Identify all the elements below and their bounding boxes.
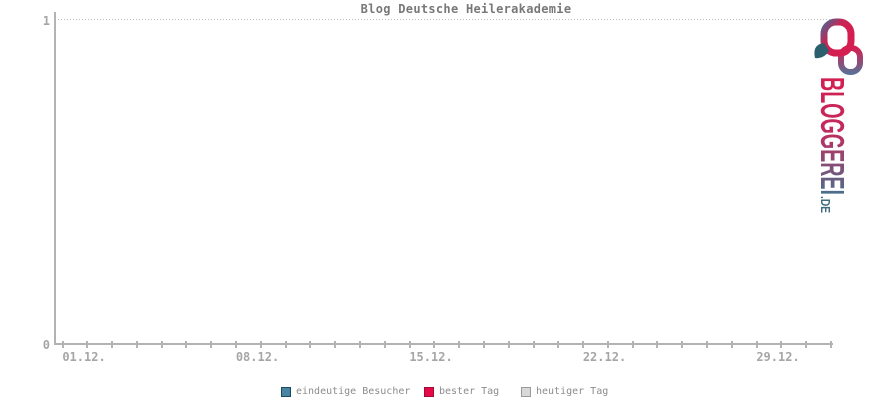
legend-label: eindeutige Besucher — [296, 386, 411, 397]
y-tick-label-1: 1 — [42, 14, 50, 28]
x-axis-tick — [706, 341, 709, 348]
legend-swatch — [521, 386, 531, 397]
legend-item: eindeutige Besucher — [281, 386, 410, 397]
x-axis-tick — [383, 341, 386, 348]
x-axis-tick — [730, 341, 733, 348]
x-axis-tick — [185, 341, 188, 348]
x-axis-tick — [433, 341, 436, 348]
x-axis-tick — [780, 341, 783, 348]
x-axis-tick — [582, 341, 585, 348]
x-axis-line — [54, 343, 833, 345]
gridline-y1 — [55, 19, 831, 20]
y-tick-label-0: 0 — [42, 338, 50, 352]
x-tick-label: 15.12. — [409, 350, 453, 364]
x-axis-tick — [210, 341, 213, 348]
x-axis-tick — [160, 341, 163, 348]
x-axis-tick — [334, 341, 337, 348]
legend-label: heutiger Tag — [536, 386, 609, 397]
legend-item: heutiger Tag — [521, 386, 608, 397]
x-axis-tick — [309, 341, 312, 348]
x-axis-tick — [358, 341, 361, 348]
bloggerei-logo: BLOGGEREI .DE — [814, 18, 863, 213]
legend-swatch — [424, 386, 434, 397]
x-axis-tick — [631, 341, 634, 348]
x-tick-label: 08.12. — [235, 350, 280, 364]
x-axis-tick — [458, 341, 461, 348]
x-axis-tick — [61, 341, 64, 348]
x-tick-label: 29.12. — [756, 350, 800, 364]
legend-label: bester Tag — [439, 386, 500, 397]
x-tick-label: 22.12. — [582, 350, 627, 364]
x-axis-tick — [532, 341, 535, 348]
x-axis-tick — [135, 341, 138, 348]
x-axis-tick — [408, 341, 411, 348]
logo-wordmark: BLOGGEREI — [814, 77, 851, 195]
x-axis-tick — [235, 341, 238, 348]
x-axis-tick — [805, 341, 808, 348]
x-axis-tick — [656, 341, 659, 348]
x-axis-tick — [755, 341, 758, 348]
x-axis-tick — [681, 341, 684, 348]
y-axis-line — [54, 12, 56, 345]
x-axis-tick — [507, 341, 510, 348]
x-axis-tick — [829, 341, 832, 348]
logo-tld: .DE — [818, 196, 833, 213]
x-axis-tick — [482, 341, 485, 348]
bloggerei-logo-mark — [814, 18, 863, 75]
x-axis-tick — [284, 341, 287, 348]
legend-item: bester Tag — [424, 386, 499, 397]
chart-title: Blog Deutsche Heilerakademie — [360, 2, 572, 16]
bubble-tail-icon — [814, 43, 829, 59]
x-axis-tick — [557, 341, 560, 348]
x-axis-tick — [259, 341, 262, 348]
x-axis-tick — [606, 341, 609, 348]
x-axis-tick — [111, 341, 114, 348]
x-tick-label: 01.12. — [62, 350, 106, 364]
legend-swatch — [281, 386, 291, 397]
x-axis-tick — [86, 341, 89, 348]
